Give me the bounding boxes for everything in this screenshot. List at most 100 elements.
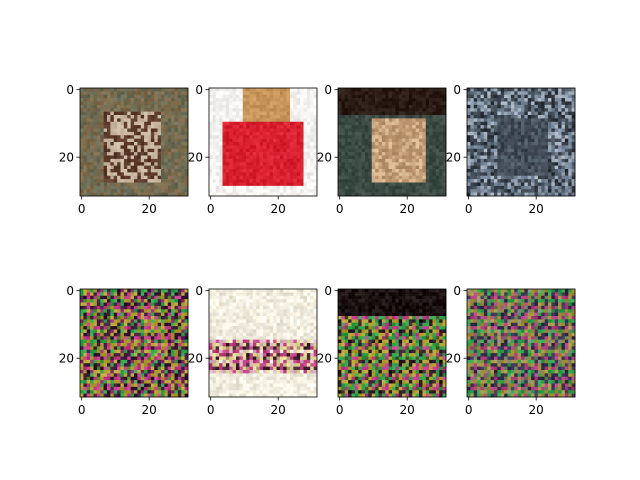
pixel-cell: [144, 91, 148, 96]
pixel-cell: [429, 111, 433, 116]
pixel-cell: [483, 185, 488, 190]
pixel-cell: [80, 172, 84, 177]
pixel-cell: [252, 131, 257, 136]
pixel-cell: [144, 121, 148, 126]
pixel-cell: [371, 172, 376, 177]
pixel-cell: [177, 145, 182, 150]
pixel-cell: [429, 94, 433, 99]
pixel-cell: [140, 165, 145, 170]
pixel-cell: [534, 138, 539, 143]
pixel-cell: [534, 125, 539, 129]
pixel-cell: [490, 118, 495, 123]
pixel-cell: [236, 135, 240, 139]
pixel-cell: [130, 175, 135, 180]
pixel-cell: [544, 118, 549, 123]
pixel-cell: [90, 189, 94, 193]
pixel-cell: [361, 175, 366, 180]
pixel-cell: [209, 131, 213, 136]
pixel-cell: [80, 370, 84, 374]
pixel-cell: [144, 292, 148, 297]
pixel-cell: [120, 189, 125, 193]
pixel-cell: [524, 142, 529, 146]
pixel-cell: [110, 349, 115, 354]
pixel-cell: [167, 169, 172, 173]
pixel-cell: [177, 155, 182, 160]
pixel-cell: [167, 179, 172, 183]
pixel-cell: [242, 101, 247, 106]
pixel-cell: [127, 111, 131, 116]
pixel-cell: [93, 158, 98, 163]
pixel-cell: [147, 88, 152, 92]
pixel-cell: [93, 319, 98, 324]
pixel-cell: [137, 118, 142, 123]
pixel-cell: [487, 175, 491, 180]
pixel-cell: [209, 128, 213, 133]
pixel-cell: [510, 182, 515, 187]
pixel-cell: [239, 145, 244, 150]
pixel-cell: [541, 165, 545, 170]
pixel-cell: [412, 162, 416, 166]
pixel-cell: [276, 125, 281, 129]
pixel-cell: [120, 104, 125, 109]
pixel-cell: [157, 332, 162, 337]
pixel-cell: [467, 185, 471, 190]
pixel-cell: [154, 363, 158, 367]
pixel-cell: [425, 189, 430, 193]
pixel-cell: [571, 104, 576, 109]
pixel-cell: [517, 158, 522, 163]
pixel-cell: [415, 189, 420, 193]
pixel-cell: [435, 175, 440, 180]
pixel-cell: [517, 169, 522, 173]
pixel-cell: [358, 145, 362, 150]
pixel-cell: [161, 299, 165, 303]
pixel-cell: [239, 158, 244, 163]
pixel-cell: [554, 121, 559, 126]
pixel-cell: [174, 118, 179, 123]
pixel-cell: [127, 128, 131, 133]
pixel-cell: [225, 169, 230, 173]
pixel-cell: [177, 363, 182, 367]
panel-frame: [208, 87, 318, 197]
pixel-cell: [306, 165, 311, 170]
pixel-cell: [344, 135, 349, 139]
pixel-cell: [351, 94, 356, 99]
pixel-cell: [477, 172, 481, 177]
pixel-cell: [90, 336, 94, 340]
pixel-cell: [276, 172, 281, 177]
pixel-cell: [344, 182, 349, 187]
pixel-cell: [123, 91, 128, 96]
pixel-cell: [103, 359, 108, 364]
pixel-cell: [100, 111, 104, 116]
pixel-cell: [167, 138, 172, 143]
pixel-cell: [107, 165, 111, 170]
pixel-cell: [568, 88, 572, 92]
pixel-cell: [130, 309, 135, 313]
pixel-cell: [83, 88, 88, 92]
pixel-cell: [306, 131, 311, 136]
pixel-cell: [225, 101, 230, 106]
pixel-cell: [184, 299, 189, 303]
pixel-cell: [110, 138, 115, 143]
pixel-cell: [157, 192, 162, 197]
pixel-cell: [123, 175, 128, 180]
pixel-cell: [127, 346, 131, 351]
pixel-cell: [300, 111, 304, 116]
pixel-cell: [161, 326, 165, 330]
pixel-cell: [212, 175, 217, 180]
pixel-cell: [83, 118, 88, 123]
pixel-cell: [157, 316, 162, 320]
pixel-cell: [229, 145, 233, 150]
pixel-cell: [473, 111, 478, 116]
pixel-cell: [229, 91, 233, 96]
pixel-cell: [514, 115, 518, 119]
pixel-cell: [154, 302, 158, 307]
pixel-cell: [96, 370, 101, 374]
pixel-cell: [96, 185, 101, 190]
pixel-cell: [215, 169, 220, 173]
pixel-cell: [147, 182, 152, 187]
pixel-cell: [313, 91, 318, 96]
pixel-cell: [100, 356, 104, 361]
pixel-cell: [90, 138, 94, 143]
pixel-cell: [157, 165, 162, 170]
pixel-cell: [429, 172, 433, 177]
